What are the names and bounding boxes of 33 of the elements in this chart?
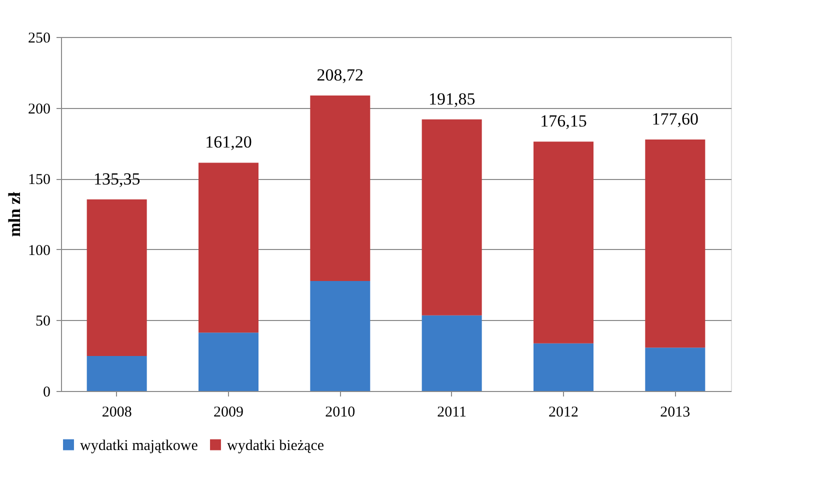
bar bbox=[86, 199, 147, 356]
y-tick-label: 100 bbox=[28, 242, 50, 259]
x-tick-label: 2012 bbox=[548, 404, 578, 420]
x-tick-label: 2013 bbox=[660, 404, 690, 420]
y-tick-label: 150 bbox=[28, 172, 50, 188]
y-axis-title: mln zł bbox=[5, 192, 24, 237]
bar bbox=[534, 142, 594, 344]
y-tick-label: 200 bbox=[28, 101, 50, 118]
y-tick-label: 250 bbox=[28, 30, 50, 46]
y-tick-label: 50 bbox=[36, 314, 50, 330]
bar bbox=[86, 356, 147, 391]
y-tick-label: 0 bbox=[43, 384, 50, 400]
bar bbox=[422, 119, 482, 316]
total-label: 177,60 bbox=[652, 110, 699, 129]
total-label: 176,15 bbox=[540, 112, 587, 131]
bar bbox=[198, 332, 258, 391]
x-tick-label: 2008 bbox=[102, 404, 132, 420]
total-label: 191,85 bbox=[428, 89, 476, 108]
total-label: 161,20 bbox=[205, 132, 252, 152]
bar bbox=[310, 95, 370, 281]
bar bbox=[310, 280, 370, 391]
legend-label: wydatki majątkowe bbox=[80, 438, 198, 454]
total-label: 135,35 bbox=[93, 169, 140, 188]
bar bbox=[645, 348, 706, 391]
x-tick-label: 2010 bbox=[325, 404, 356, 420]
x-tick-label: 2011 bbox=[437, 404, 467, 420]
bar bbox=[198, 162, 258, 333]
legend-label: wydatki bieżące bbox=[227, 438, 324, 454]
bar bbox=[422, 315, 482, 391]
bar bbox=[534, 343, 594, 391]
x-tick-label: 2009 bbox=[214, 404, 244, 420]
total-label: 208,72 bbox=[316, 65, 364, 84]
bar bbox=[645, 140, 706, 348]
